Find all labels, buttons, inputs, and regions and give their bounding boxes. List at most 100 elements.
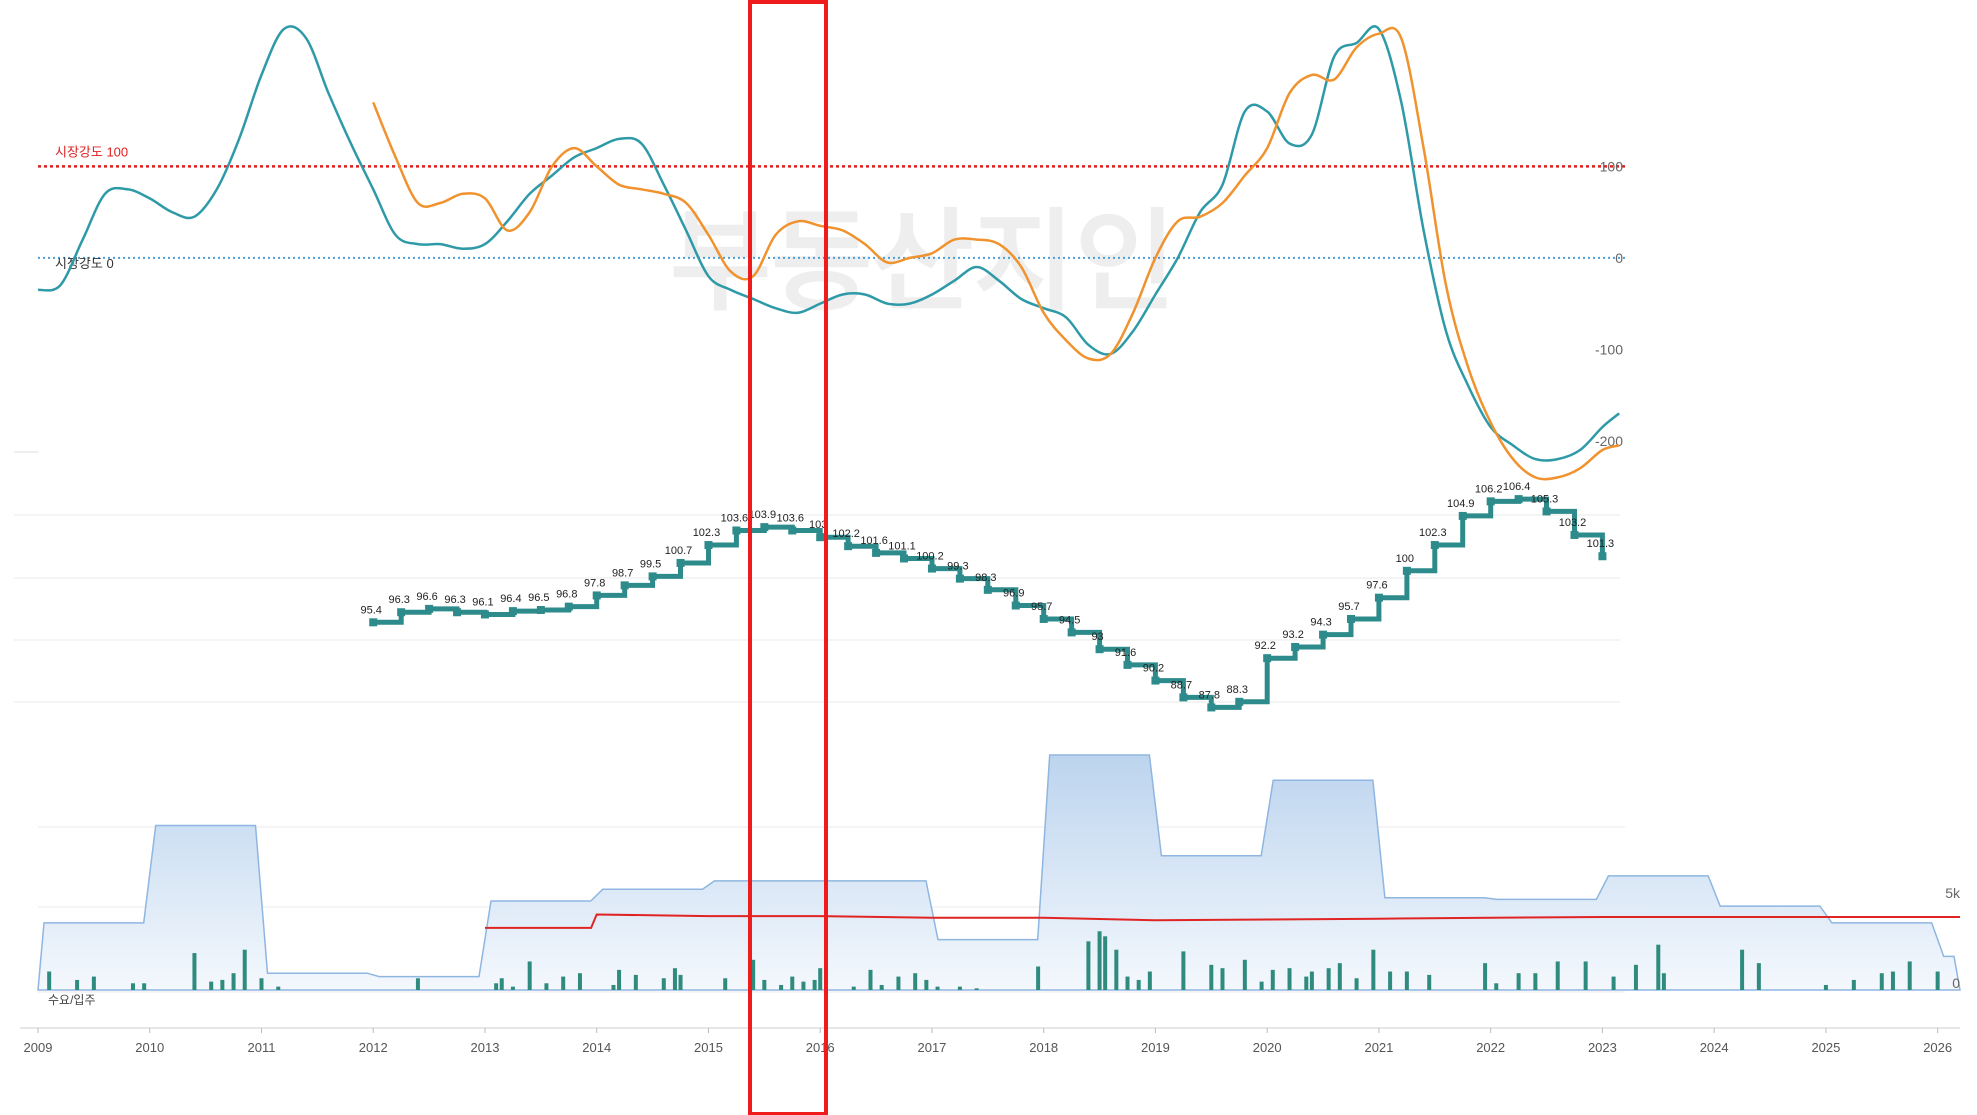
supply-bar [975,988,979,990]
price-index-label: 101.3 [1587,538,1615,550]
price-index-marker [732,526,740,534]
price-index-marker [1347,615,1355,623]
price-index-label: 94.3 [1310,617,1331,629]
price-index-label: 92.2 [1254,640,1275,652]
guide-label: 시장강도 100 [55,144,128,159]
price-index-label: 96.8 [556,589,577,601]
supply-bar [500,978,504,990]
price-index-label: 96.5 [528,592,549,604]
supply-bar [880,985,884,990]
supply-bar [1757,963,1761,990]
x-axis-tick-label: 2021 [1364,1040,1393,1055]
supply-bar [958,987,962,990]
price-index-label: 97.8 [584,577,605,589]
x-axis-tick-label: 2017 [917,1040,946,1055]
price-index-marker [1096,645,1104,653]
supply-bar [1260,982,1264,990]
x-axis-tick-label: 2025 [1811,1040,1840,1055]
supply-bar [1852,980,1856,990]
x-axis-tick-label: 2012 [359,1040,388,1055]
right-axis-tick: 5k [1945,885,1961,901]
supply-bar [1086,941,1090,990]
supply-bar [1634,965,1638,990]
price-index-label: 87.8 [1199,689,1220,701]
price-index-label: 101.1 [888,540,916,552]
price-index-label: 103.2 [1559,517,1587,529]
price-index-marker [1291,643,1299,651]
price-index-label: 103.6 [721,512,749,524]
price-index-marker [1151,677,1159,685]
supply-bar [1936,972,1940,990]
supply-bar [1148,972,1152,990]
price-index-path [373,499,1602,707]
supply-bar [723,978,727,990]
price-index-label: 101.6 [860,535,888,547]
supply-bar [75,980,79,990]
supply-bar [1098,931,1102,990]
supply-bar [1388,972,1392,990]
supply-demand-panel [38,755,1960,992]
price-index-label: 96.4 [500,593,521,605]
supply-bar [1181,951,1185,990]
supply-bar [813,980,817,990]
price-index-marker [649,572,657,580]
price-index-marker [1570,531,1578,539]
supply-bar [913,973,917,990]
x-axis-tick-label: 2023 [1588,1040,1617,1055]
supply-bar [494,983,498,990]
right-axis-tick: -100 [1595,341,1623,357]
price-index-label: 102.3 [1419,527,1447,539]
price-index-marker [816,533,824,541]
supply-bar [896,977,900,990]
price-index-marker [1543,507,1551,515]
price-index-label: 99.5 [640,558,661,570]
x-axis-tick-label: 2022 [1476,1040,1505,1055]
supply-bar [762,980,766,990]
price-index-marker [1207,703,1215,711]
supply-bar [818,968,822,990]
price-index-label: 95.7 [1031,601,1052,613]
supply-bar [544,983,548,990]
supply-bar [1891,972,1895,990]
right-axis-tick: 0 [1615,250,1623,266]
price-index-marker [788,526,796,534]
supply-bar [578,973,582,990]
supply-bar [1483,963,1487,990]
right-axis-tick: 0 [1952,975,1960,991]
price-index-marker [956,575,964,583]
supply-bar [611,985,615,990]
price-index-label: 105.3 [1531,493,1559,505]
supply-bar [1556,961,1560,990]
price-index-marker [928,565,936,573]
price-index-label: 100.2 [916,551,944,563]
supply-bar [1288,968,1292,990]
price-index-marker [1179,693,1187,701]
price-index-label: 96.6 [416,591,437,603]
supply-bar [924,980,928,990]
price-index-marker [621,581,629,589]
supply-bar [1824,985,1828,990]
supply-bar [1327,968,1331,990]
price-index-marker [1459,512,1467,520]
price-index-marker [565,603,573,611]
x-axis-tick-label: 2018 [1029,1040,1058,1055]
price-index-label: 93 [1091,631,1103,643]
price-index-marker [1235,698,1243,706]
price-index-label: 100.7 [665,545,693,557]
price-index-label: 88.7 [1171,679,1192,691]
supply-bar [1304,977,1308,990]
x-axis-tick-label: 2024 [1700,1040,1729,1055]
price-index-label: 96.3 [444,594,465,606]
supply-bar [92,977,96,990]
supply-bar [528,961,532,990]
price-index-label: 100 [1396,553,1414,565]
supply-bar [1908,961,1912,990]
supply-bar [1405,972,1409,990]
supply-bar [1209,965,1213,990]
price-index-marker [760,523,768,531]
supply-bar [1036,967,1040,991]
supply-bar [1371,950,1375,990]
price-index-marker [1375,594,1383,602]
watermark-layer: 부동산지인 [670,201,1176,324]
